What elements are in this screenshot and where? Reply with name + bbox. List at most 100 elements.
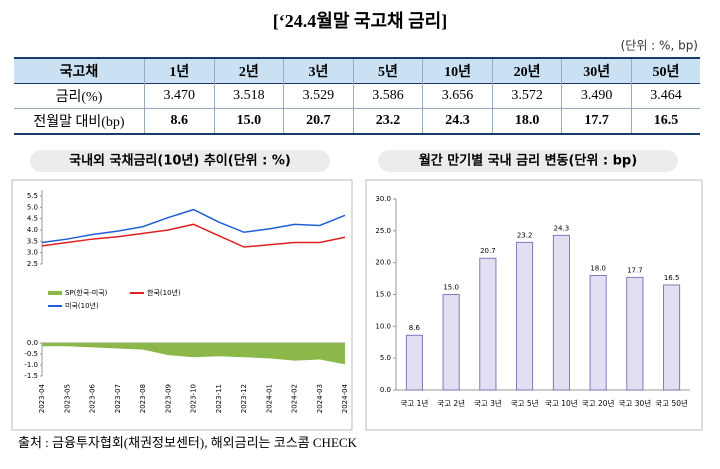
column-header: 50년 (630, 58, 700, 84)
chart-frame (365, 179, 703, 431)
x-tick-label: 2024-01 (265, 384, 273, 413)
x-tick-label: 국고 3년 (474, 398, 502, 408)
bar (626, 276, 644, 391)
value-label: 8.6 (409, 324, 421, 332)
chart-title-bg (30, 150, 330, 172)
x-tick-label: 2023-05 (63, 384, 71, 413)
y2-tick-label: -1.5 (24, 372, 38, 380)
table-cell: 3.464 (630, 83, 700, 109)
series-line (41, 208, 346, 244)
value-label: 20.7 (480, 247, 496, 255)
table-cell: 3.470 (144, 83, 215, 109)
y2-tick-label: -0.5 (24, 350, 38, 358)
x-tick-label: 국고 1년 (400, 398, 428, 408)
column-header: 3년 (283, 58, 354, 84)
bar (405, 334, 423, 391)
y-tick-label: 5.5 (27, 192, 38, 200)
y-tick-label: 3.0 (27, 249, 38, 257)
table-cell: 3.656 (422, 83, 493, 109)
value-label: 17.7 (627, 266, 643, 274)
value-label: 16.5 (664, 274, 680, 282)
table-cell: 3.572 (491, 83, 562, 109)
y-tick-label: 2.5 (27, 260, 38, 268)
table-cell: 15.0 (213, 108, 284, 134)
x-tick-label: 2023-07 (114, 384, 122, 413)
bar (479, 257, 497, 391)
value-label: 24.3 (554, 224, 570, 232)
x-tick-label: 국고 5년 (511, 398, 539, 408)
x-tick-label: 2023-10 (190, 384, 198, 413)
bar (663, 284, 681, 391)
x-tick-label: 국고 30년 (619, 398, 652, 408)
rate-table: 국고채 1년 2년 3년 5년 10년 20년 30년 50년 금리(%) 3.470 3.518 3.… (14, 57, 700, 135)
x-tick-label: 2023-04 (38, 383, 46, 413)
y-tick-label: 15.0 (375, 291, 391, 299)
column-header: 2년 (213, 58, 284, 84)
column-header: 5년 (352, 58, 423, 84)
chart-title: 월간 만기별 국내 금리 변동(단위 : bp) (419, 153, 637, 169)
chart-title-bg (378, 150, 678, 172)
x-tick-label: 2023-08 (139, 384, 147, 413)
bar (589, 274, 607, 391)
spread-area (42, 343, 345, 365)
table-cell: 18.0 (491, 108, 562, 134)
column-header: 10년 (422, 58, 493, 84)
x-tick-label: 2023-12 (240, 384, 248, 413)
value-label: 23.2 (517, 231, 533, 239)
y-tick-label: 4.0 (27, 226, 38, 234)
table-cell: 3.518 (213, 83, 284, 109)
y-tick-label: 20.0 (375, 259, 391, 267)
x-tick-label: 2024-02 (291, 384, 299, 413)
x-tick-label: 2023-11 (215, 384, 223, 413)
bar (442, 294, 460, 391)
table-cell: 8.6 (144, 108, 215, 134)
table-cell: 16.5 (630, 108, 700, 134)
bar (516, 241, 534, 391)
table-cell: 24.3 (422, 108, 493, 134)
table-cell: 3.586 (352, 83, 423, 109)
table-cell: 17.7 (561, 108, 632, 134)
column-header: 국고채 (59, 65, 99, 80)
legend-label: 한국(10년) (147, 288, 181, 297)
bar (552, 234, 570, 391)
source-note: 출처 : 금융투자협회(채권정보센터), 해외금리는 코스콤 CHECK (18, 435, 358, 450)
y-tick-label: 30.0 (375, 195, 391, 203)
x-tick-label: 2023-06 (89, 383, 97, 413)
x-tick-label: 국고 10년 (545, 398, 578, 408)
y-tick-label: 5.0 (27, 203, 38, 211)
x-tick-label: 2023-09 (164, 384, 172, 413)
x-tick-label: 국고 2년 (437, 398, 465, 408)
page-title: [‘24.4월말 국고채 금리] (273, 11, 447, 31)
x-tick-label: 국고 50년 (655, 398, 688, 408)
value-label: 15.0 (443, 284, 459, 292)
y-tick-label: 3.5 (27, 237, 38, 245)
table-cell: 전월말 대비(bp) (33, 115, 125, 130)
x-tick-label: 2024-03 (316, 384, 324, 413)
column-header: 1년 (144, 58, 215, 84)
y-tick-label: 5.0 (380, 354, 391, 362)
unit-note: (단위 : %, bp) (621, 39, 698, 53)
series-line (41, 223, 346, 248)
legend-label: SP(한국-미국) (65, 288, 108, 297)
y-tick-label: 0.0 (380, 386, 391, 394)
column-header: 20년 (491, 58, 562, 84)
table-row: 금리(%) 3.470 3.518 3.529 3.586 3.656 3.572 3.490… (14, 83, 700, 109)
value-label: 18.0 (590, 264, 606, 272)
table-cell: 3.490 (561, 83, 632, 109)
table-cell: 금리(%) (55, 90, 103, 105)
table-cell: 3.529 (283, 83, 354, 109)
y-tick-label: 4.5 (27, 215, 38, 223)
table-row: 전월말 대비(bp) 8.6 15.0 20.7 23.2 24.3 18.0 17.7 16.… (14, 108, 700, 134)
table-cell: 20.7 (283, 108, 354, 134)
legend-label: 미국(10년) (65, 301, 99, 310)
x-tick-label: 2024-04 (341, 383, 349, 413)
y-tick-label: 10.0 (375, 322, 391, 330)
chart-title: 국내외 국채금리(10년) 추이(단위 : %) (69, 153, 291, 169)
y2-tick-label: 0.0 (27, 339, 38, 347)
y-tick-label: 25.0 (375, 227, 391, 235)
table-cell: 23.2 (352, 108, 423, 134)
chart-frame (11, 179, 353, 431)
column-header: 30년 (561, 58, 632, 84)
